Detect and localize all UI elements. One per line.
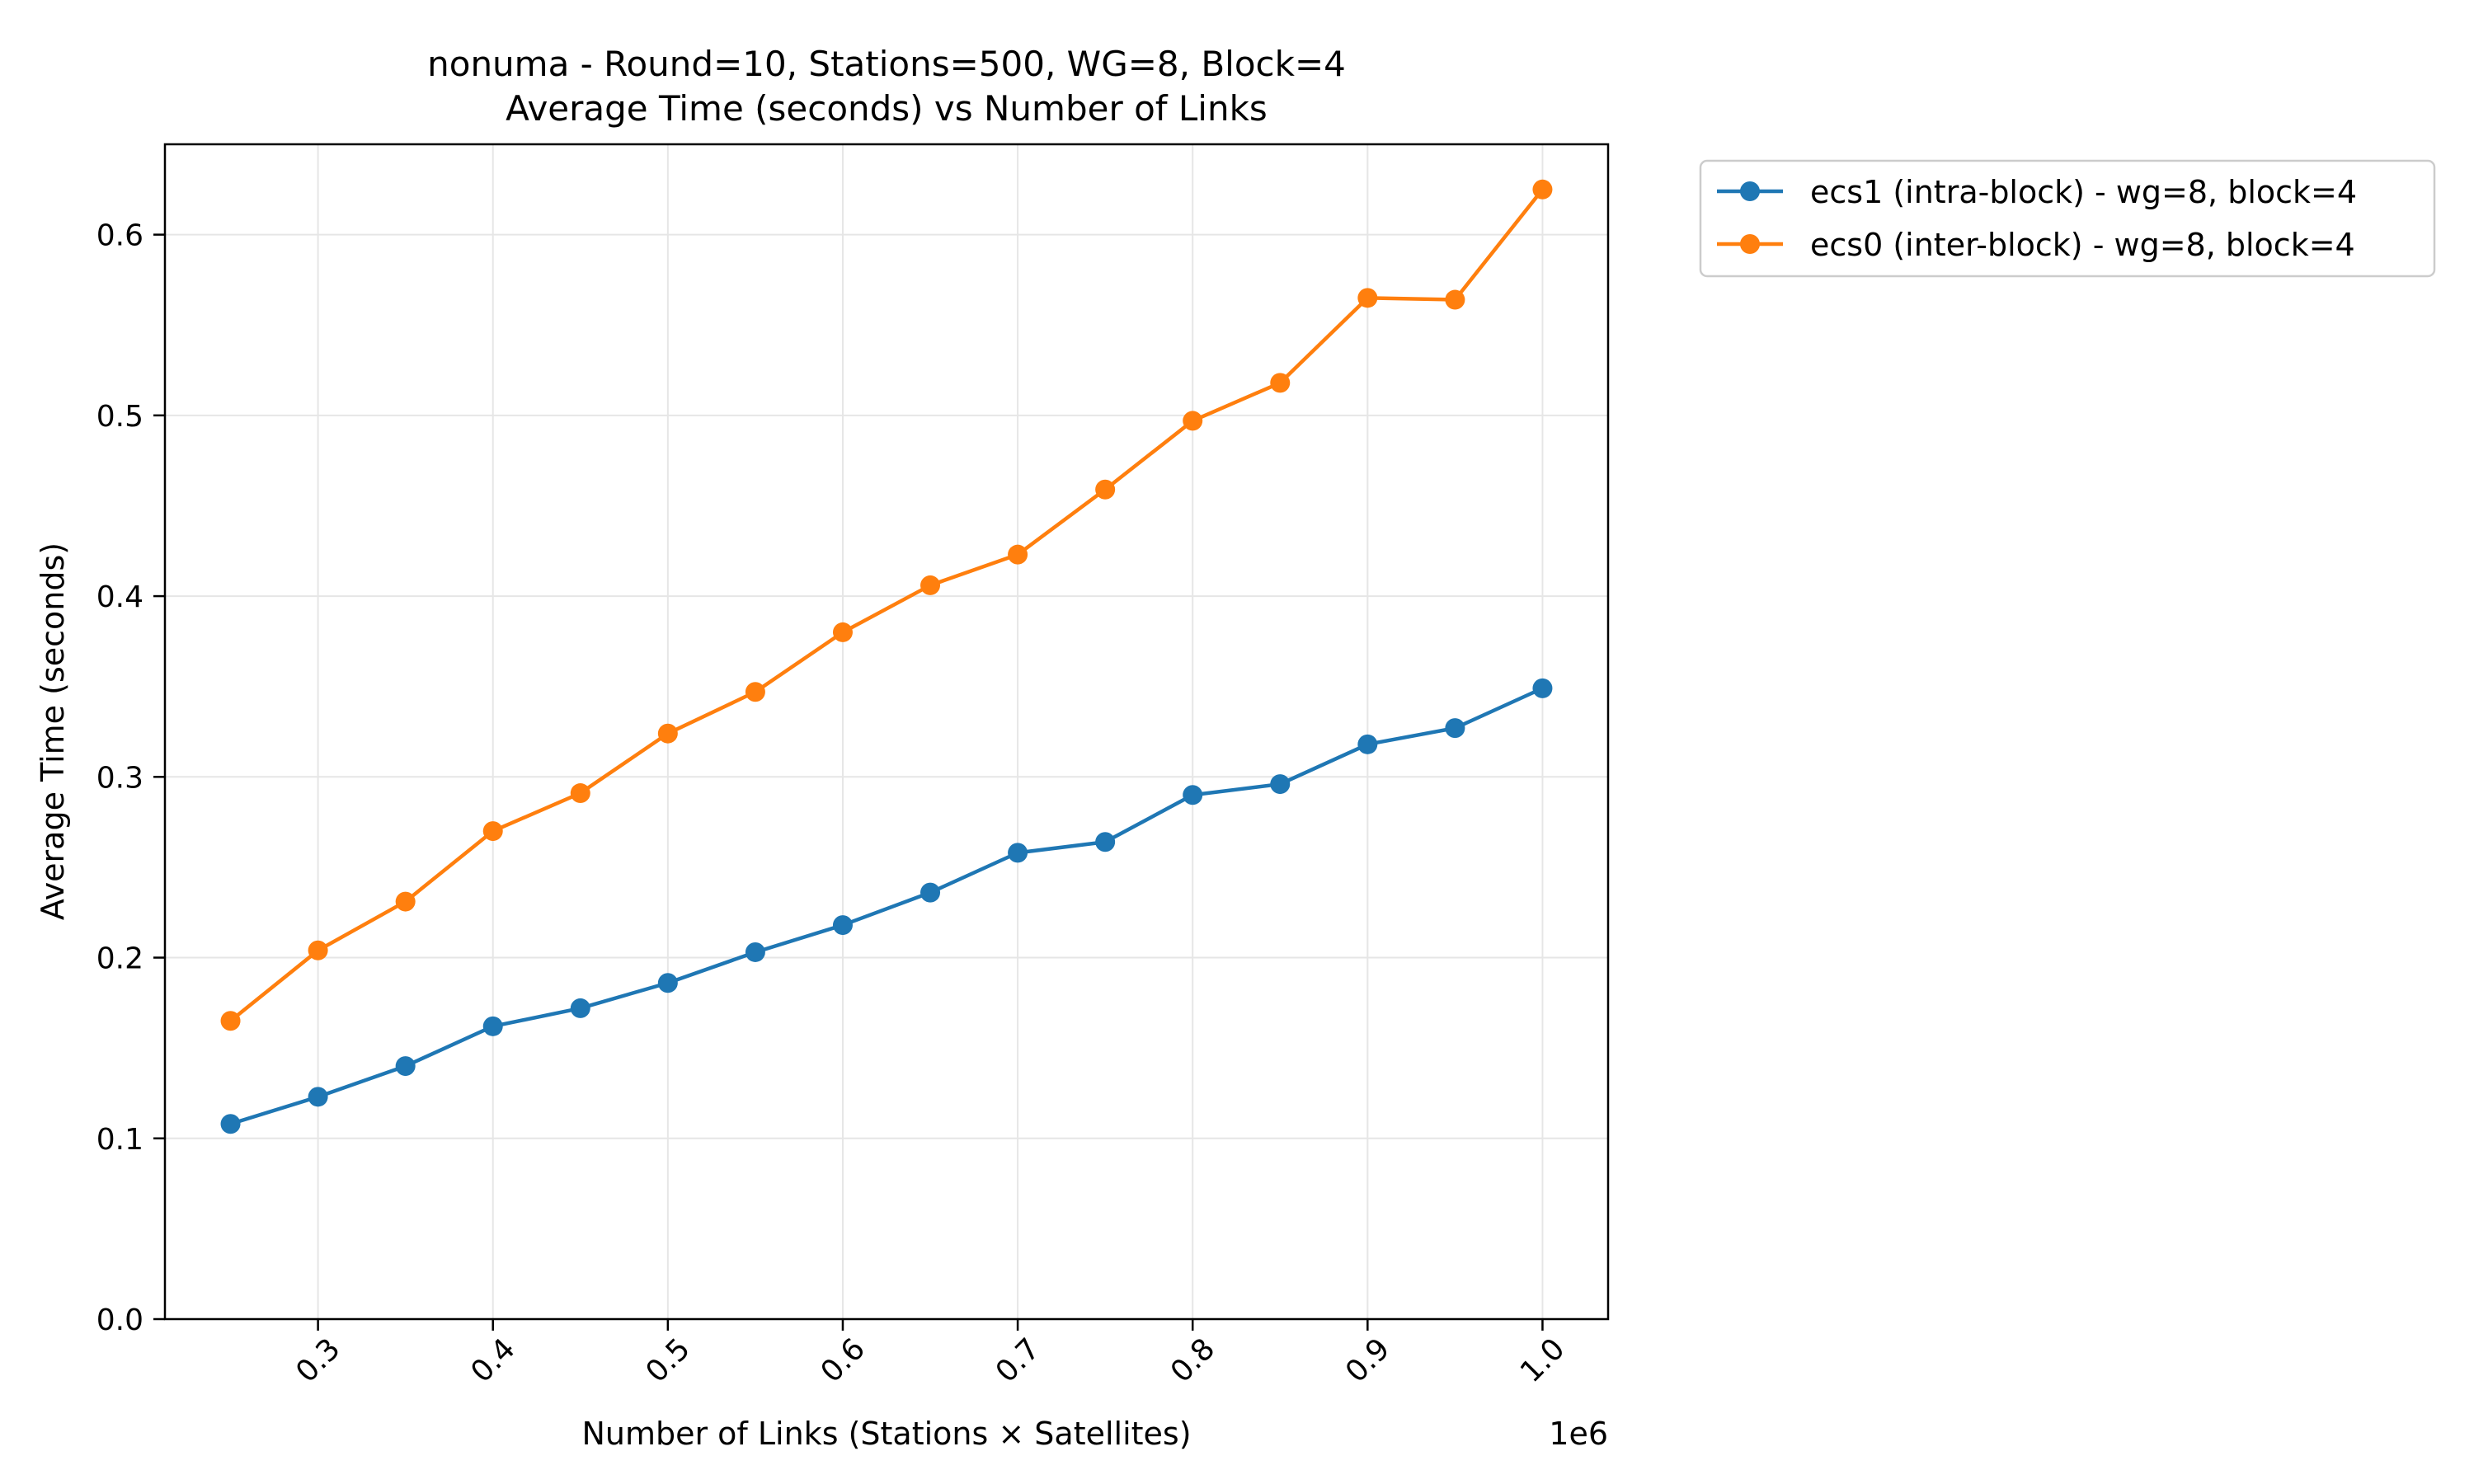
data-point-ecs0 [1008,544,1028,565]
data-point-ecs1 [395,1056,416,1077]
series-group [220,179,1553,1134]
data-point-ecs0 [482,821,503,842]
data-point-ecs1 [1008,843,1028,863]
data-point-ecs0 [308,940,328,960]
y-axis-label: Average Time (seconds) [35,542,71,920]
data-point-ecs0 [220,1011,241,1031]
chart-title-line2: Average Time (seconds) vs Number of Link… [506,88,1268,129]
y-tick-label: 0.3 [96,761,143,795]
chart-title-line1: nonuma - Round=10, Stations=500, WG=8, B… [427,44,1346,84]
data-point-ecs0 [657,723,678,744]
data-point-ecs0 [832,622,853,642]
data-point-ecs1 [1445,718,1465,739]
data-point-ecs1 [308,1087,328,1107]
data-point-ecs0 [1095,479,1116,500]
legend: ecs1 (intra-block) - wg=8, block=4 ecs0 … [1699,159,2436,278]
data-point-ecs1 [1357,734,1378,754]
data-point-ecs0 [745,682,765,702]
data-point-ecs0 [1532,179,1553,200]
y-tick-label: 0.1 [96,1123,143,1157]
data-point-ecs1 [657,973,678,993]
data-point-ecs0 [1357,288,1378,308]
legend-label-ecs0: ecs0 (inter-block) - wg=8, block=4 [1810,227,2355,263]
data-point-ecs1 [482,1016,503,1036]
series-line-ecs1 [229,686,1544,1126]
series-line-ecs0 [229,188,1545,1023]
data-point-ecs0 [1445,289,1465,310]
legend-box [1699,159,2436,278]
series-ecs0 [220,179,1553,1031]
y-tick-label: 0.5 [96,400,143,434]
data-point-ecs1 [1183,785,1203,805]
legend-label-ecs1: ecs1 (intra-block) - wg=8, block=4 [1810,174,2357,210]
series-ecs1 [220,678,1553,1134]
data-point-ecs1 [1270,774,1291,795]
data-point-ecs1 [1532,678,1553,698]
y-tick-label: 0.4 [96,580,143,614]
data-point-ecs0 [395,891,416,912]
data-point-ecs1 [1095,832,1116,852]
x-axis-label: Number of Links (Stations × Satellites) [581,1416,1191,1452]
data-point-ecs0 [920,575,941,595]
data-point-ecs1 [832,915,853,936]
data-point-ecs1 [220,1114,241,1134]
data-point-ecs1 [570,998,590,1018]
y-tick-label: 0.2 [96,942,143,976]
legend-marker-ecs0 [1740,234,1760,254]
data-point-ecs0 [1270,373,1291,393]
data-point-ecs0 [1183,411,1203,431]
data-point-ecs1 [920,882,941,903]
x-axis-offset-label: 1e6 [1549,1416,1608,1452]
y-tick-label: 0.6 [96,219,143,253]
data-point-ecs0 [570,783,590,804]
legend-marker-ecs1 [1740,181,1760,201]
plot-area-frame [163,143,1610,1321]
data-point-ecs1 [745,942,765,962]
y-tick-label: 0.0 [96,1303,143,1337]
